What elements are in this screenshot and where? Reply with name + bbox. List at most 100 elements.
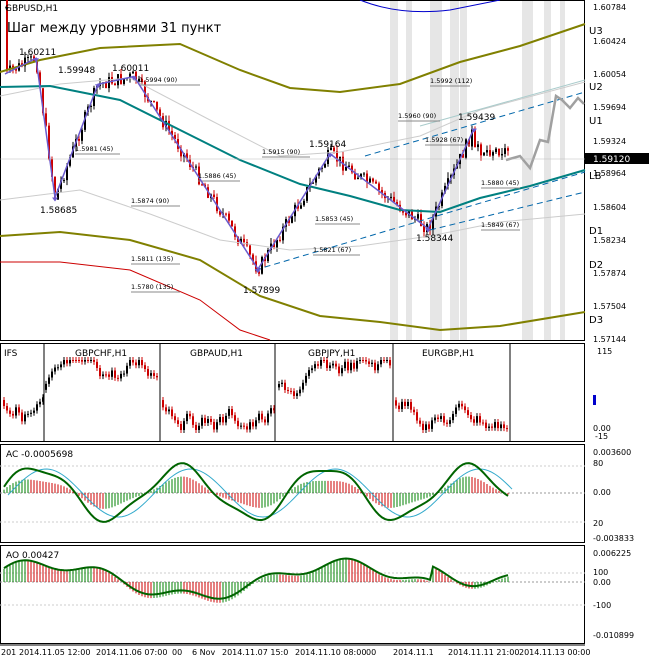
ifs-candle-body (338, 366, 340, 374)
inner-band-upper (0, 77, 586, 157)
ifs-candle-body (219, 417, 221, 423)
ifs-candle-body (252, 422, 254, 427)
main-panel[interactable] (0, 0, 585, 341)
candle-body (444, 185, 446, 193)
ifs-candle-body (210, 418, 212, 422)
ifs-candle-body (449, 420, 451, 424)
candle-body (24, 57, 26, 67)
candle-body (501, 153, 503, 156)
inner-band-lower (0, 189, 586, 251)
ifs-candle-body (174, 416, 176, 421)
ifs-scroll-marker (593, 395, 596, 405)
candle-body (474, 129, 476, 148)
ifs-candle-body (12, 413, 14, 416)
swing-label: 1.58344 (416, 234, 453, 244)
candle-body (243, 238, 245, 243)
trend-line-dashed (429, 191, 586, 231)
ifs-candle-body (63, 360, 65, 365)
candle-body (282, 226, 284, 241)
candle-body (321, 167, 323, 169)
ifs-candle-body (353, 362, 355, 369)
ifs-candle-body (189, 413, 191, 417)
collapse-arrow-icon[interactable] (5, 7, 9, 10)
candle-body (66, 165, 68, 181)
candle-body (237, 236, 239, 244)
ifs-panel[interactable] (0, 343, 585, 442)
ifs-candle-body (488, 426, 490, 428)
ifs-candle-body (314, 364, 316, 369)
ifs-candle-body (494, 422, 496, 428)
candle-body (138, 78, 140, 82)
ifs-candle-body (476, 416, 478, 423)
ifs-candle-body (431, 420, 433, 429)
candle-body (402, 211, 404, 213)
price-tick: 1.60424 (593, 37, 626, 46)
ifs-candle-body (398, 405, 400, 410)
candle-body (201, 184, 203, 186)
level-price-label: 1.5811 (135) (131, 255, 173, 263)
candle-body (486, 150, 488, 153)
candle-body (354, 172, 356, 180)
ifs-candle-body (311, 368, 313, 371)
candle-body (306, 187, 308, 201)
ifs-candle-body (48, 377, 50, 384)
swing-label: 1.60011 (112, 64, 149, 74)
candle-body (363, 173, 365, 175)
ifs-candle-body (383, 360, 385, 361)
candle-body (6, 0, 8, 70)
ifs-candle-body (296, 393, 298, 396)
ifs-pair-label: GBPJPY,H1 (308, 349, 355, 359)
ifs-candle-body (446, 422, 448, 424)
ifs-candle-body (308, 370, 310, 376)
ifs-candle-body (281, 382, 283, 384)
candle-body (78, 138, 80, 141)
ifs-candle-body (156, 375, 158, 378)
ifs-candle-body (273, 408, 275, 411)
ifs-candle-body (500, 424, 502, 429)
time-tick: 2014.11.05 12:00 (19, 648, 90, 657)
ao-plot (0, 557, 585, 606)
candle-body (390, 196, 392, 198)
candle-body (447, 178, 449, 186)
ifs-candle-body (305, 375, 307, 383)
channel-lower-line (0, 230, 586, 332)
candle-body (231, 220, 233, 227)
ifs-candle-body (42, 397, 44, 402)
candle-body (195, 166, 197, 168)
ifs-candle-body (93, 360, 95, 362)
candle-body (483, 152, 485, 156)
candle-body (42, 88, 44, 114)
ifs-candle-body (207, 418, 209, 423)
candle-body (39, 72, 41, 89)
ac-axis-tick: 0.003600 (593, 448, 631, 457)
candle-body (348, 165, 350, 167)
candle-body (213, 194, 215, 198)
time-shade (544, 1, 551, 340)
ifs-candle-body (371, 362, 373, 364)
candle-body (492, 152, 494, 156)
ifs-candle-body (132, 360, 134, 363)
ifs-candle-body (198, 425, 200, 430)
candle-body (315, 175, 317, 183)
ifs-candle-body (123, 373, 125, 375)
ifs-candle-body (293, 391, 295, 396)
ao-axis-tick: 100 (593, 568, 608, 577)
ifs-candle-body (407, 401, 409, 406)
candle-body (345, 166, 347, 171)
time-shade (560, 1, 565, 340)
ao-panel[interactable] (0, 545, 585, 644)
ac-axis-tick: 0.00 (593, 488, 611, 497)
candle-body (270, 243, 272, 250)
ifs-candle-body (401, 401, 403, 410)
ifs-candle-body (111, 370, 113, 377)
ifs-candle-body (168, 409, 170, 412)
ifs-candle-body (171, 409, 173, 417)
candle-body (507, 148, 509, 151)
current-price-label: 1.59120 (593, 155, 630, 165)
ao-axis-tick: 0.00 (593, 578, 611, 587)
ifs-candle-body (15, 407, 17, 416)
candle-body (498, 148, 500, 156)
candle-body (417, 214, 419, 219)
candle-body (252, 254, 254, 262)
